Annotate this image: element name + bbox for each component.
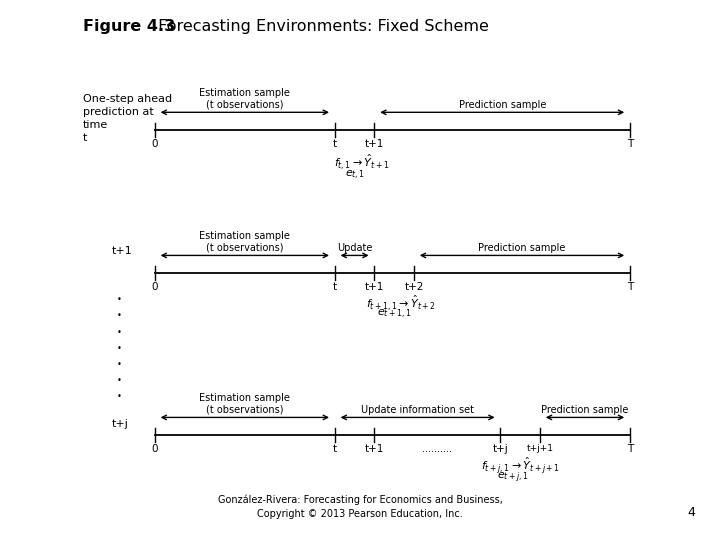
Text: •: •: [117, 376, 121, 385]
Text: $e_{t+j,1}$: $e_{t+j,1}$: [497, 470, 529, 485]
Text: Estimation sample
(t observations): Estimation sample (t observations): [199, 88, 290, 110]
Text: T: T: [627, 444, 633, 455]
Text: •: •: [117, 312, 121, 320]
Text: Figure 4.3: Figure 4.3: [83, 19, 175, 34]
Text: 0: 0: [151, 282, 158, 293]
Text: 0: 0: [151, 444, 158, 455]
Text: •: •: [117, 344, 121, 353]
Text: •: •: [117, 360, 121, 369]
Text: Update information set: Update information set: [361, 404, 474, 415]
Text: t: t: [333, 444, 337, 455]
Text: Forecasting Environments: Fixed Scheme: Forecasting Environments: Fixed Scheme: [153, 19, 489, 34]
Text: Estimation sample
(t observations): Estimation sample (t observations): [199, 231, 290, 253]
Text: Update: Update: [337, 242, 372, 253]
Text: t+j+1: t+j+1: [526, 444, 554, 454]
Text: $f_{t+j,1} \rightarrow \hat{Y}_{t+j+1}$: $f_{t+j,1} \rightarrow \hat{Y}_{t+j+1}$: [481, 455, 559, 476]
Text: One-step ahead
prediction at
time
t: One-step ahead prediction at time t: [83, 94, 172, 143]
Text: 0: 0: [151, 139, 158, 150]
Text: $f_{t,1} \rightarrow \hat{Y}_{t+1}$: $f_{t,1} \rightarrow \hat{Y}_{t+1}$: [334, 152, 390, 172]
Text: t+j: t+j: [112, 419, 128, 429]
Text: t: t: [333, 282, 337, 293]
Text: t+j: t+j: [492, 444, 508, 455]
Text: $f_{t+1,1} \rightarrow \hat{Y}_{t+2}$: $f_{t+1,1} \rightarrow \hat{Y}_{t+2}$: [366, 293, 436, 313]
Text: T: T: [627, 282, 633, 293]
Text: •: •: [117, 295, 121, 304]
Text: t+2: t+2: [405, 282, 423, 293]
Text: González-Rivera: Forecasting for Economics and Business,
Copyright © 2013 Pearso: González-Rivera: Forecasting for Economi…: [217, 495, 503, 519]
Text: Prediction sample: Prediction sample: [478, 242, 566, 253]
Text: •: •: [117, 328, 121, 336]
Text: t+1: t+1: [365, 282, 384, 293]
Text: Prediction sample: Prediction sample: [459, 99, 546, 110]
Text: Estimation sample
(t observations): Estimation sample (t observations): [199, 393, 290, 415]
Text: 4: 4: [687, 507, 695, 519]
Text: $e_{t+1,1}$: $e_{t+1,1}$: [377, 308, 412, 321]
Text: t: t: [333, 139, 337, 150]
Text: t+1: t+1: [365, 139, 384, 150]
Text: t+1: t+1: [112, 246, 132, 256]
Text: t+1: t+1: [365, 444, 384, 455]
Text: •: •: [117, 393, 121, 401]
Text: $e_{t,1}$: $e_{t,1}$: [345, 168, 364, 181]
Text: T: T: [627, 139, 633, 150]
Text: ..........: ..........: [422, 444, 452, 455]
Text: Prediction sample: Prediction sample: [541, 404, 629, 415]
